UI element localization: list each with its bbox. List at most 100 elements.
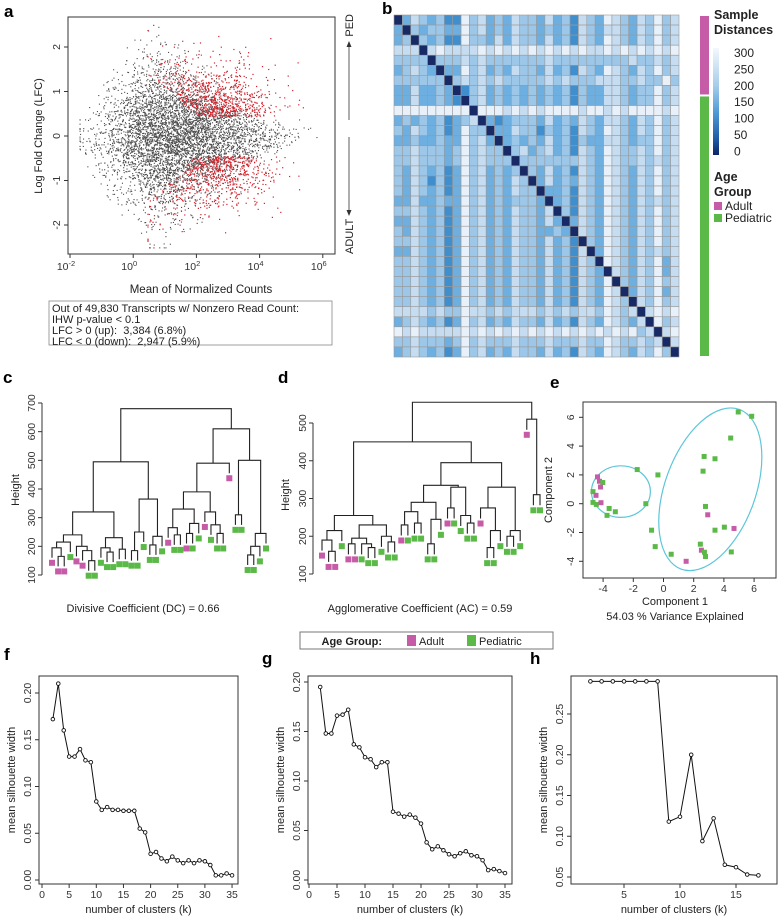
ma-point bbox=[184, 124, 186, 126]
ma-point bbox=[103, 108, 105, 110]
ma-point bbox=[151, 90, 153, 92]
ma-point bbox=[185, 119, 187, 121]
ma-point bbox=[138, 121, 140, 123]
ma-point bbox=[239, 142, 241, 144]
ma-point bbox=[102, 174, 104, 176]
ma-point bbox=[245, 149, 247, 151]
ma-point bbox=[103, 106, 105, 108]
ma-point bbox=[230, 150, 232, 152]
ma-point bbox=[241, 131, 243, 133]
ma-point bbox=[224, 163, 226, 165]
ma-point bbox=[200, 154, 202, 156]
ma-point bbox=[269, 145, 271, 147]
ma-point bbox=[98, 115, 100, 117]
ma-point bbox=[176, 145, 178, 147]
ma-point bbox=[161, 94, 163, 96]
ma-point bbox=[178, 90, 180, 92]
ma-point bbox=[250, 136, 252, 138]
ma-point bbox=[125, 85, 127, 87]
ma-point bbox=[207, 147, 209, 149]
ma-point bbox=[243, 164, 245, 166]
ma-point bbox=[138, 119, 140, 121]
ma-point bbox=[158, 125, 160, 127]
ma-point bbox=[198, 160, 200, 162]
ma-point bbox=[171, 152, 173, 154]
ma-point bbox=[130, 147, 132, 149]
ma-point bbox=[186, 127, 188, 129]
ma-point bbox=[165, 119, 167, 121]
ma-point bbox=[184, 193, 186, 195]
ma-point bbox=[130, 128, 132, 130]
ma-point bbox=[163, 86, 165, 88]
ma-point bbox=[136, 145, 138, 147]
ma-point bbox=[244, 114, 246, 116]
ma-point bbox=[163, 98, 165, 100]
ma-point bbox=[156, 149, 158, 151]
ma-point bbox=[155, 93, 157, 95]
ma-point bbox=[114, 184, 116, 186]
ma-point bbox=[220, 150, 222, 152]
ma-point bbox=[186, 178, 188, 180]
ma-point bbox=[126, 146, 128, 148]
ma-point bbox=[167, 158, 169, 160]
ma-point bbox=[181, 141, 183, 143]
ma-point bbox=[158, 201, 160, 203]
ma-point bbox=[224, 156, 226, 158]
ma-point bbox=[118, 123, 120, 125]
ma-point bbox=[163, 85, 165, 87]
ma-point bbox=[184, 58, 186, 60]
ma-point bbox=[169, 109, 171, 111]
ma-point bbox=[183, 115, 185, 117]
ma-point bbox=[121, 140, 123, 142]
ma-point bbox=[195, 124, 197, 126]
ma-point bbox=[236, 115, 238, 117]
ma-point bbox=[172, 150, 174, 152]
ma-point bbox=[172, 127, 174, 129]
ma-point bbox=[148, 91, 150, 93]
ma-point bbox=[158, 147, 160, 149]
ma-point bbox=[173, 169, 175, 171]
ma-point bbox=[110, 102, 112, 104]
ma-point bbox=[193, 146, 195, 148]
ma-point bbox=[181, 186, 183, 188]
ma-point bbox=[176, 162, 178, 164]
ma-point bbox=[140, 155, 142, 157]
ma-point bbox=[174, 170, 176, 172]
ma-point bbox=[239, 145, 241, 147]
ma-point bbox=[165, 231, 167, 233]
ma-point bbox=[145, 114, 147, 116]
ma-point bbox=[153, 145, 155, 147]
ma-point bbox=[109, 199, 111, 201]
ma-point bbox=[169, 182, 171, 184]
ma-point bbox=[121, 182, 123, 184]
ma-point bbox=[161, 128, 163, 130]
ma-point bbox=[263, 145, 265, 147]
ma-point bbox=[236, 144, 238, 146]
ma-point bbox=[149, 169, 151, 171]
ma-point bbox=[134, 152, 136, 154]
ma-point bbox=[159, 176, 161, 178]
ma-point bbox=[235, 141, 237, 143]
ma-point bbox=[146, 106, 148, 108]
ma-point bbox=[174, 140, 176, 142]
ma-point bbox=[246, 126, 248, 128]
ma-point bbox=[297, 132, 299, 134]
ma-point bbox=[209, 156, 211, 158]
ma-point bbox=[115, 117, 117, 119]
ma-point bbox=[178, 77, 180, 79]
ma-point bbox=[244, 124, 246, 126]
ma-point bbox=[264, 129, 266, 131]
ma-point bbox=[197, 156, 199, 158]
ma-point bbox=[128, 122, 130, 124]
ma-point bbox=[127, 144, 129, 146]
ma-point bbox=[159, 129, 161, 131]
ma-point bbox=[164, 214, 166, 216]
ma-point bbox=[132, 113, 134, 115]
ma-point bbox=[197, 172, 199, 174]
ma-point bbox=[167, 140, 169, 142]
ma-point bbox=[158, 202, 160, 204]
ma-point bbox=[153, 113, 155, 115]
ma-point bbox=[132, 168, 134, 170]
ma-point bbox=[194, 143, 196, 145]
ma-point bbox=[271, 135, 273, 137]
